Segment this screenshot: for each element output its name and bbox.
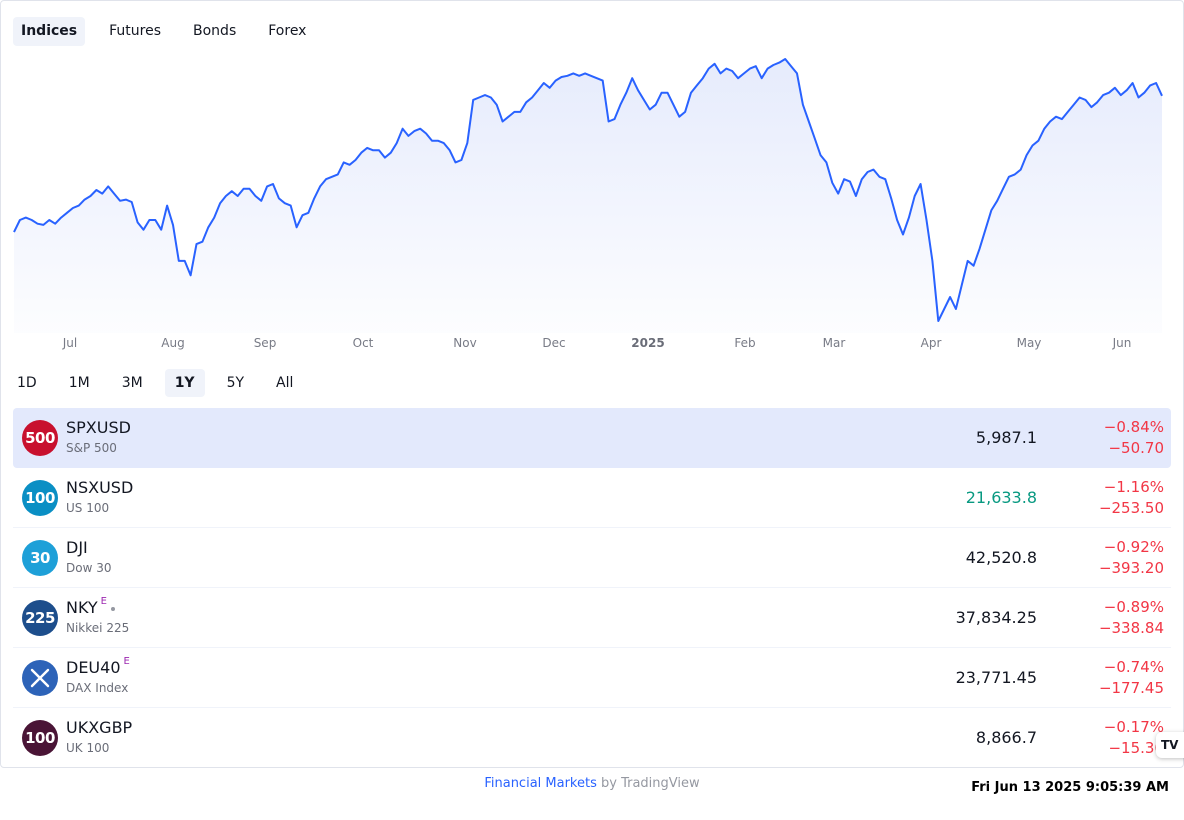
list-item-nky[interactable]: 225 NKY E Nikkei 225 37,834.25 −0.89% −33…: [13, 588, 1171, 648]
symbol-description: Dow 30: [66, 561, 112, 575]
dow-logo-icon: 30: [22, 540, 58, 576]
x-label-may: May: [1016, 336, 1042, 350]
symbol-description: DAX Index: [66, 681, 129, 695]
spx-logo-icon: 500: [22, 420, 58, 456]
last-price: 23,771.45: [955, 668, 1037, 687]
dax-logo-icon: [22, 660, 58, 696]
nasdaq-logo-icon: 100: [22, 480, 58, 516]
market-status-dot-icon: [111, 606, 115, 611]
last-price: 37,834.25: [955, 608, 1037, 627]
delayed-badge: E: [100, 595, 107, 607]
list-item-ukxgbp[interactable]: 100 UKXGBP UK 100 8,866.7 −0.17% −15.30: [13, 708, 1171, 768]
symbol-description: Nikkei 225: [66, 621, 130, 635]
change-absolute: −338.84: [1098, 619, 1164, 637]
footer-attribution: Financial Markets by TradingView: [0, 776, 1184, 791]
symbol-name: NKY E: [66, 595, 115, 617]
list-item-dji[interactable]: 30 DJI Dow 30 42,520.8 −0.92% −393.20: [13, 528, 1171, 588]
range-all-button[interactable]: All: [276, 375, 294, 391]
change-percent: −0.17%: [1103, 718, 1164, 736]
symbol-description: US 100: [66, 501, 110, 515]
x-label-mar: Mar: [822, 336, 846, 350]
last-price: 5,987.1: [975, 428, 1037, 447]
dax-x-icon: [30, 668, 50, 688]
symbol-name: DJI: [66, 538, 88, 557]
change-absolute: −177.45: [1098, 679, 1164, 697]
range-5y-button[interactable]: 5Y: [226, 375, 245, 391]
tab-indices[interactable]: Indices: [13, 17, 86, 46]
last-price: 8,866.7: [975, 728, 1037, 747]
price-area-chart[interactable]: [13, 53, 1165, 333]
last-price: 21,633.8: [965, 488, 1037, 507]
symbol-name: NSXUSD: [66, 478, 134, 497]
x-label-jul: Jul: [62, 336, 78, 350]
last-price: 42,520.8: [965, 548, 1037, 567]
clock-timestamp: Fri Jun 13 2025 9:05:39 AM: [971, 780, 1169, 795]
financial-markets-link[interactable]: Financial Markets: [484, 776, 597, 791]
x-label-aug: Aug: [161, 336, 185, 350]
market-tabs: Indices Futures Bonds Forex: [13, 17, 330, 46]
range-1d-button[interactable]: 1D: [17, 375, 37, 391]
symbol-description: S&P 500: [66, 441, 117, 455]
chart-series-line: [13, 58, 1163, 322]
symbol-description: UK 100: [66, 741, 110, 755]
change-absolute: −50.70: [1108, 439, 1164, 457]
change-percent: −0.74%: [1103, 658, 1164, 676]
symbol-name: SPXUSD: [66, 418, 131, 437]
change-absolute: −15.30: [1108, 739, 1164, 757]
x-label-dec: Dec: [542, 336, 566, 350]
range-3m-button[interactable]: 3M: [121, 375, 143, 391]
x-label-sep: Sep: [253, 336, 277, 350]
change-absolute: −393.20: [1098, 559, 1164, 577]
symbol-list: 500 SPXUSD S&P 500 5,987.1 −0.84% −50.70…: [13, 408, 1171, 768]
x-label-oct: Oct: [352, 336, 374, 350]
list-item-nsxusd[interactable]: 100 NSXUSD US 100 21,633.8 −1.16% −253.5…: [13, 468, 1171, 528]
symbol-name: DEU40 E: [66, 655, 130, 677]
change-percent: −1.16%: [1103, 478, 1164, 496]
x-axis-labels: Jul Aug Sep Oct Nov Dec 2025 Feb Mar Apr…: [1, 336, 1183, 356]
tab-forex[interactable]: Forex: [268, 23, 307, 39]
range-1y-button[interactable]: 1Y: [164, 369, 205, 397]
change-percent: −0.89%: [1103, 598, 1164, 616]
chart-area-fill: [14, 59, 1162, 333]
x-label-2025: 2025: [631, 336, 665, 350]
x-label-feb: Feb: [734, 336, 756, 350]
change-percent: −0.84%: [1103, 418, 1164, 436]
nikkei-logo-icon: 225: [22, 600, 58, 636]
ftse-logo-icon: 100: [22, 720, 58, 756]
x-label-nov: Nov: [453, 336, 477, 350]
x-label-jun: Jun: [1112, 336, 1132, 350]
tab-futures[interactable]: Futures: [109, 23, 162, 39]
attribution-text: by TradingView: [596, 776, 700, 791]
symbol-name: UKXGBP: [66, 718, 133, 737]
delayed-badge: E: [123, 655, 130, 667]
tradingview-logo-icon[interactable]: TV: [1156, 732, 1184, 758]
market-overview-widget: Indices Futures Bonds Forex Jul Aug Sep …: [0, 0, 1184, 768]
list-item-deu40[interactable]: DEU40 E DAX Index 23,771.45 −0.74% −177.4…: [13, 648, 1171, 708]
time-range-selector: 1D 1M 3M 1Y 5Y All: [17, 369, 315, 397]
list-item-spxusd[interactable]: 500 SPXUSD S&P 500 5,987.1 −0.84% −50.70: [13, 408, 1171, 468]
x-label-apr: Apr: [920, 336, 942, 350]
range-1m-button[interactable]: 1M: [68, 375, 90, 391]
change-absolute: −253.50: [1098, 499, 1164, 517]
tab-bonds[interactable]: Bonds: [193, 23, 237, 39]
change-percent: −0.92%: [1103, 538, 1164, 556]
